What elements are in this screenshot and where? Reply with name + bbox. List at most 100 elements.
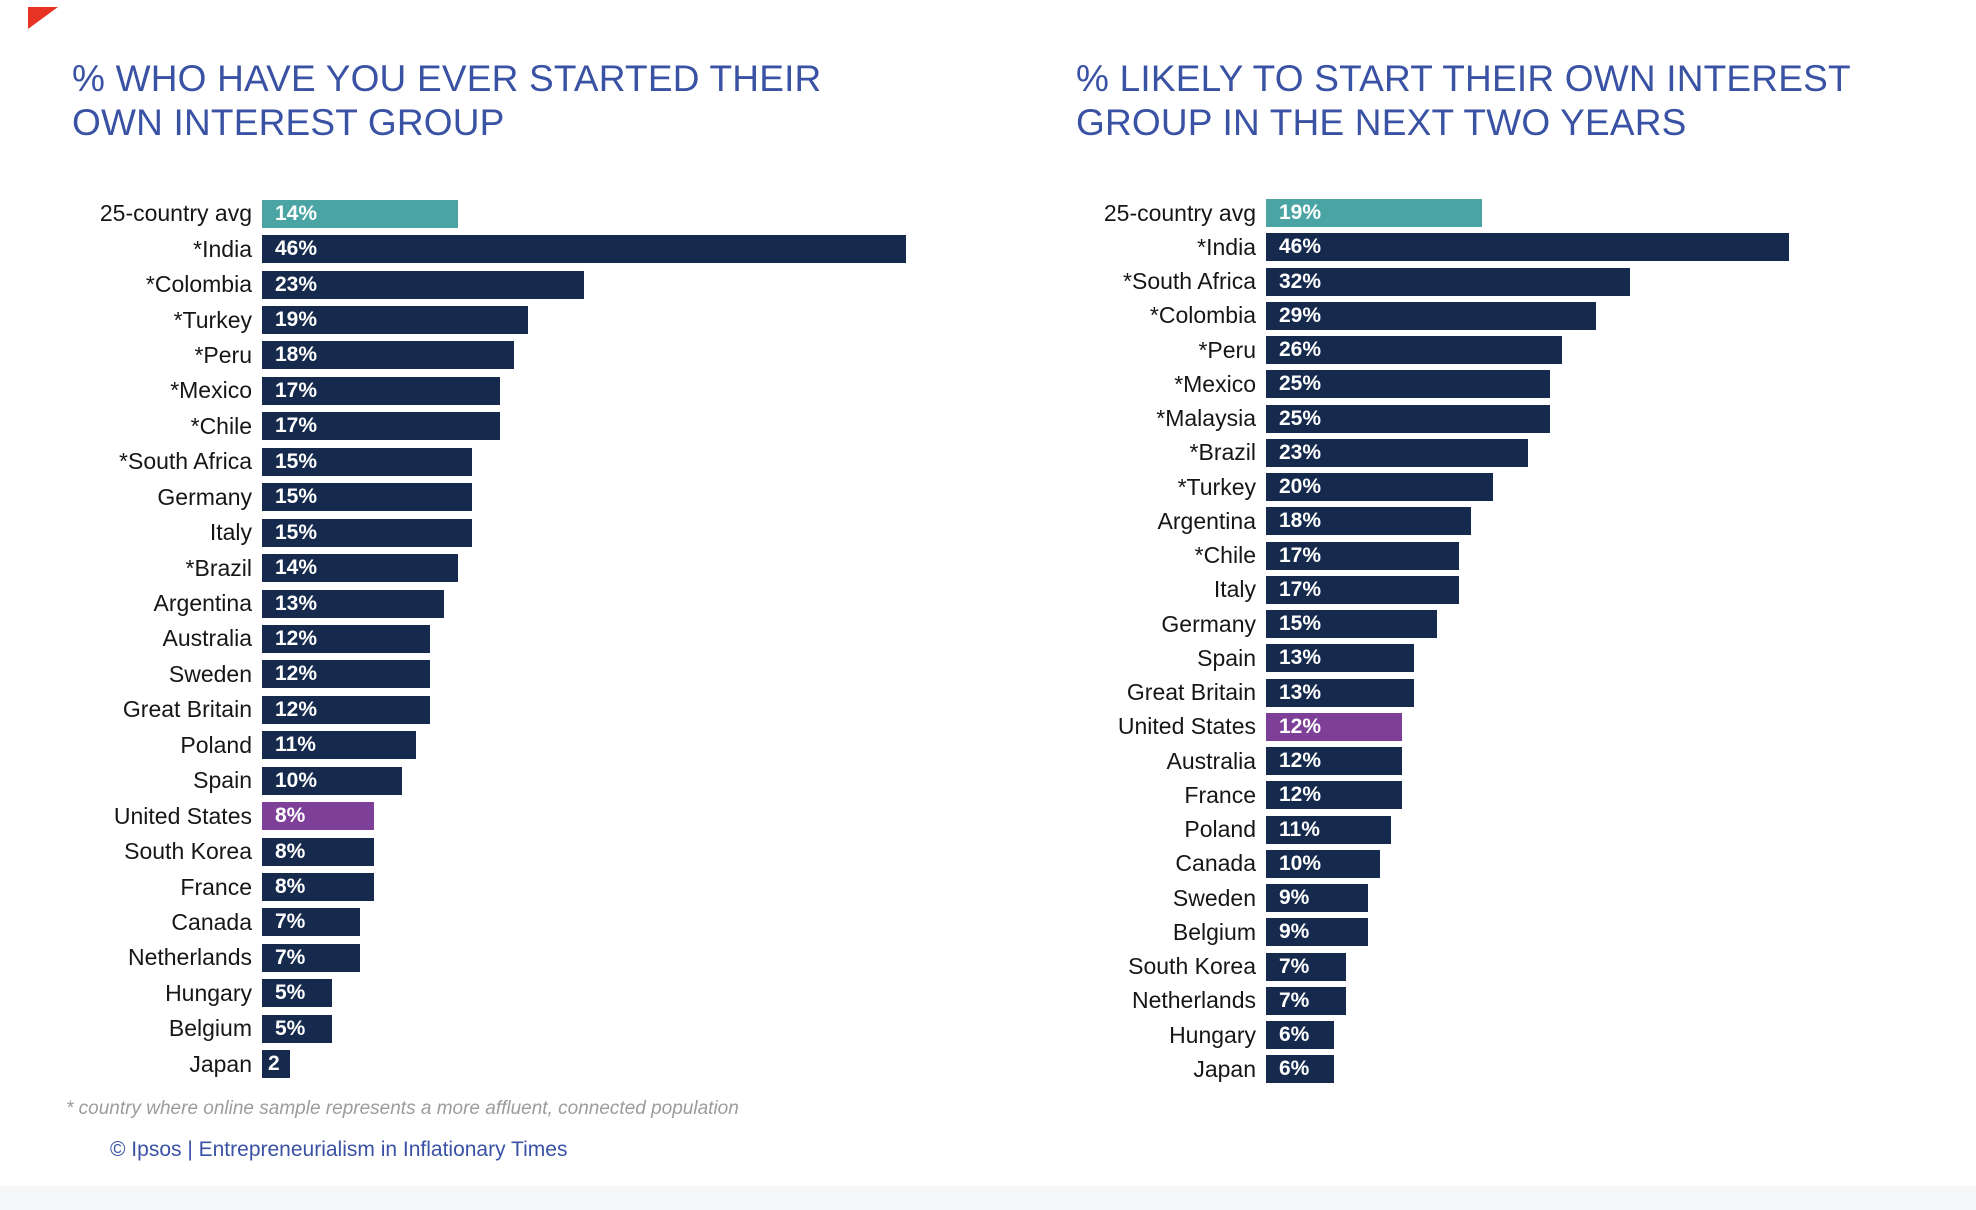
bar: 6%: [1266, 1055, 1334, 1084]
bar-row: Australia 12%: [1056, 744, 1789, 778]
category-label: South Korea: [124, 838, 252, 865]
bar-value-label: 15%: [275, 520, 318, 544]
category-label: *Malaysia: [1156, 405, 1256, 432]
bar: 2: [262, 1050, 290, 1079]
footnote: * country where online sample represents…: [66, 1098, 739, 1119]
category-label: *Brazil: [185, 554, 252, 581]
bar: 8%: [262, 873, 374, 902]
bar-row: Belgium 5%: [52, 1011, 906, 1046]
category-label: United States: [113, 802, 252, 829]
bar-row: Belgium 9%: [1056, 915, 1789, 949]
bar-value-label: 13%: [1279, 646, 1322, 670]
bar-value-label: 17%: [275, 414, 318, 438]
category-label: *Brazil: [1189, 439, 1256, 466]
category-label: *Chile: [1194, 542, 1256, 569]
bar-row: Great Britain 13%: [1056, 676, 1789, 710]
bar-row: *Colombia 23%: [52, 267, 906, 302]
bar-row: *Chile 17%: [52, 409, 906, 444]
bar: 5%: [262, 1014, 332, 1043]
bar-row: *Mexico 17%: [52, 373, 906, 408]
category-label: Netherlands: [1131, 987, 1256, 1014]
bar-value-label: 9%: [1279, 886, 1310, 910]
bar-value-label: 11%: [1279, 817, 1320, 841]
bar-value-label: 23%: [1279, 440, 1322, 464]
bar-value-label: 17%: [1279, 543, 1322, 567]
category-label: Canada: [171, 908, 252, 935]
bar: 15%: [1266, 610, 1437, 639]
category-label: Netherlands: [127, 944, 252, 971]
bar-row: Spain 13%: [1056, 641, 1789, 675]
bar-row: South Korea 7%: [1056, 950, 1789, 984]
bar-value-label: 2: [268, 1052, 280, 1076]
category-label: Poland: [180, 731, 252, 758]
bar-value-label: 46%: [1279, 235, 1322, 259]
bar-value-label: 12%: [1279, 714, 1322, 738]
bar: 10%: [262, 766, 402, 795]
bar-row: Japan 2: [52, 1047, 906, 1082]
bar-value-label: 12%: [275, 697, 318, 721]
category-label: *Peru: [1198, 336, 1256, 363]
bar: 46%: [1266, 233, 1789, 262]
bar-row: *Peru 18%: [52, 338, 906, 373]
category-label: Hungary: [1169, 1021, 1256, 1048]
bar-row: 25-country avg 14%: [52, 196, 906, 231]
bar-value-label: 29%: [1279, 303, 1322, 327]
bar: 11%: [1266, 815, 1391, 844]
bar-value-label: 18%: [275, 343, 318, 367]
category-label: Belgium: [168, 1015, 252, 1042]
bar: 25%: [1266, 404, 1550, 433]
source-line: © Ipsos | Entrepreneurialism in Inflatio…: [110, 1138, 568, 1161]
bar: 13%: [262, 589, 444, 618]
bar: 26%: [1266, 336, 1562, 365]
bar: 12%: [1266, 781, 1402, 810]
footer-band: [0, 1186, 1976, 1210]
bar: 17%: [262, 412, 500, 441]
bar-row: United States 12%: [1056, 710, 1789, 744]
bar: 9%: [1266, 884, 1368, 913]
bar: 46%: [262, 235, 906, 264]
category-label: *Mexico: [170, 377, 252, 404]
bar: 7%: [1266, 986, 1346, 1015]
bar-value-label: 12%: [1279, 749, 1322, 773]
bar: 12%: [262, 660, 430, 689]
category-label: Italy: [209, 519, 252, 546]
bar-row: *Brazil 23%: [1056, 436, 1789, 470]
bar-value-label: 7%: [1279, 988, 1310, 1012]
bar-value-label: 5%: [275, 1016, 306, 1040]
bar: 17%: [1266, 541, 1459, 570]
bar: 15%: [262, 483, 472, 512]
category-label: Argentina: [153, 590, 252, 617]
bar-row: Argentina 13%: [52, 586, 906, 621]
bar: 14%: [262, 199, 458, 228]
category-label: 25-country avg: [1103, 199, 1256, 226]
category-label: Poland: [1184, 816, 1256, 843]
category-label: Italy: [1213, 576, 1256, 603]
bar-value-label: 12%: [1279, 783, 1322, 807]
bar: 9%: [1266, 918, 1368, 947]
bar-value-label: 25%: [1279, 406, 1322, 430]
bar-value-label: 25%: [1279, 372, 1322, 396]
category-label: Argentina: [1157, 507, 1256, 534]
bar-value-label: 14%: [275, 556, 318, 580]
category-label: Germany: [1161, 610, 1256, 637]
bar: 8%: [262, 837, 374, 866]
category-label: *Chile: [190, 412, 252, 439]
category-label: 25-country avg: [99, 200, 252, 227]
bar-row: Canada 7%: [52, 905, 906, 940]
category-label: France: [1184, 781, 1256, 808]
bar: 15%: [262, 518, 472, 547]
bar-value-label: 17%: [275, 378, 318, 402]
bar-row: *Peru 26%: [1056, 333, 1789, 367]
bar-row: Sweden 12%: [52, 657, 906, 692]
bar-row: 25-country avg 19%: [1056, 196, 1789, 230]
bar-row: *Mexico 25%: [1056, 367, 1789, 401]
bar-value-label: 12%: [275, 626, 318, 650]
bar-value-label: 13%: [275, 591, 318, 615]
bar-row: *India 46%: [52, 231, 906, 266]
bar-row: Sweden 9%: [1056, 881, 1789, 915]
bar: 15%: [262, 447, 472, 476]
category-label: Hungary: [165, 979, 252, 1006]
category-label: Spain: [1197, 644, 1256, 671]
bar: 8%: [262, 802, 374, 831]
category-label: Sweden: [1172, 884, 1256, 911]
